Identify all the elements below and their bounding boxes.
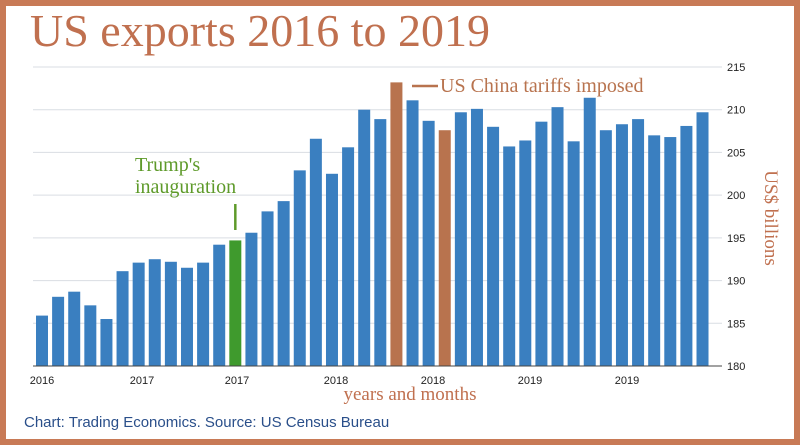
y-tick-label: 215 [727, 62, 745, 74]
bar [245, 232, 258, 366]
bar [116, 271, 129, 366]
annotations: Trump's inauguration US China tariffs impo… [135, 75, 644, 230]
bar [68, 291, 81, 366]
bar [438, 130, 451, 366]
bar [374, 119, 387, 367]
annotation-inauguration: Trump's inauguration [135, 154, 236, 198]
y-axis-ticks: 180 185 190 195 200 205 210 215 [727, 62, 745, 373]
bar [599, 130, 612, 366]
x-tick-label: 2017 [225, 375, 249, 387]
bar [503, 146, 516, 366]
bar [358, 109, 371, 366]
y-tick-label: 185 [727, 318, 745, 330]
x-tick-label: 2017 [130, 375, 154, 387]
bar [615, 124, 628, 366]
bar [293, 170, 306, 366]
annotation-tariffs: US China tariffs imposed [440, 75, 644, 97]
bar [390, 82, 403, 367]
bar [36, 315, 48, 366]
bar [52, 296, 65, 366]
bar [197, 262, 210, 366]
x-axis-label: years and months [344, 384, 477, 405]
y-tick-label: 195 [727, 233, 745, 245]
y-tick-label: 210 [727, 105, 745, 117]
bar [180, 267, 193, 366]
bar [213, 244, 226, 366]
bar [551, 107, 564, 366]
bar [132, 262, 145, 366]
x-tick-label: 2016 [30, 375, 54, 387]
bar [277, 201, 290, 366]
bar [664, 137, 677, 366]
bar [309, 138, 322, 366]
bar [583, 97, 596, 367]
bar [454, 112, 467, 366]
bar [567, 141, 580, 366]
bar-series [36, 82, 709, 367]
bar [422, 120, 435, 366]
x-tick-label: 2019 [615, 375, 639, 387]
chart-title: US exports 2016 to 2019 [30, 5, 490, 56]
y-tick-label: 205 [727, 147, 745, 159]
x-tick-label: 2018 [421, 375, 445, 387]
bar [696, 112, 709, 366]
bar [632, 119, 645, 367]
y-tick-label: 180 [727, 361, 745, 373]
bar [535, 121, 548, 366]
bar [148, 259, 161, 366]
y-axis-label: US$ billions [760, 170, 781, 266]
bar [470, 108, 483, 367]
source-note: Chart: Trading Economics. Source: US Cen… [24, 414, 390, 431]
bar [487, 126, 500, 366]
y-tick-label: 200 [727, 190, 745, 202]
bar [100, 319, 113, 366]
bar [680, 125, 693, 367]
bar [519, 140, 532, 366]
bar [342, 147, 355, 366]
x-axis-ticks: 2016 2017 2017 2018 2018 2019 2019 [30, 375, 639, 387]
x-tick-label: 2018 [324, 375, 348, 387]
bar [406, 100, 419, 367]
bar [164, 261, 177, 366]
x-tick-label: 2019 [518, 375, 542, 387]
bar [648, 135, 661, 366]
bar [229, 240, 242, 366]
bar [261, 211, 274, 366]
y-tick-label: 190 [727, 276, 745, 288]
bar [84, 305, 97, 366]
bar [325, 173, 338, 366]
